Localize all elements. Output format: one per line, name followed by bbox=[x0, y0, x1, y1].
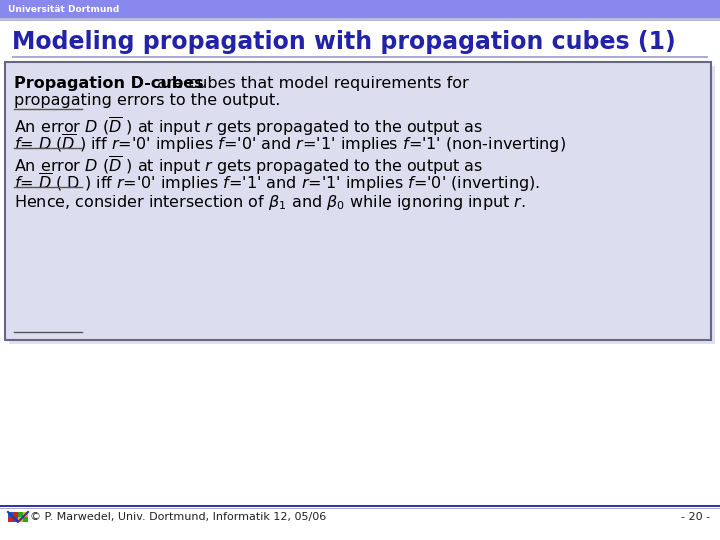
FancyBboxPatch shape bbox=[5, 62, 711, 340]
Bar bbox=[23, 512, 28, 517]
Bar bbox=[0, 508, 720, 509]
Text: Propagation D-cubes: Propagation D-cubes bbox=[14, 76, 204, 91]
Bar bbox=[18, 517, 23, 522]
Bar bbox=[8, 512, 13, 517]
Bar bbox=[0, 0, 720, 18]
Text: © P. Marwedel, Univ. Dortmund, Informatik 12, 05/06: © P. Marwedel, Univ. Dortmund, Informati… bbox=[30, 512, 326, 522]
FancyBboxPatch shape bbox=[9, 66, 715, 344]
Bar bbox=[13, 517, 18, 522]
Bar bbox=[8, 517, 13, 522]
Bar bbox=[0, 18, 720, 21]
Text: Hence, consider intersection of $\beta_1$ and $\beta_0$ while ignoring input $r$: Hence, consider intersection of $\beta_1… bbox=[14, 193, 526, 212]
Text: An error $D$ ($\overline{D}$ ) at input $r$ gets propagated to the output as: An error $D$ ($\overline{D}$ ) at input … bbox=[14, 154, 483, 177]
Bar bbox=[13, 512, 18, 517]
Text: Universität Dortmund: Universität Dortmund bbox=[8, 4, 120, 14]
Text: - 20 -: - 20 - bbox=[681, 512, 710, 522]
Bar bbox=[18, 512, 23, 517]
Bar bbox=[23, 517, 28, 522]
Text: $f$= $D$ ($\overline{D}$ ) iff $r$='0' implies $f$='0' and $r$='1' implies $f$=': $f$= $D$ ($\overline{D}$ ) iff $r$='0' i… bbox=[14, 132, 566, 155]
Bar bbox=[12, 56, 708, 58]
Text: $f$= $\overline{D}$ ( D ) iff $r$='0' implies $f$='1' and $r$='1' implies $f$='0: $f$= $\overline{D}$ ( D ) iff $r$='0' im… bbox=[14, 171, 540, 194]
Bar bbox=[0, 505, 720, 507]
Text: Modeling propagation with propagation cubes (1): Modeling propagation with propagation cu… bbox=[12, 30, 676, 54]
Text: are cubes that model requirements for: are cubes that model requirements for bbox=[152, 76, 469, 91]
Text: An error $D$ ($\overline{D}$ ) at input $r$ gets propagated to the output as: An error $D$ ($\overline{D}$ ) at input … bbox=[14, 115, 483, 138]
Text: propagating errors to the output.: propagating errors to the output. bbox=[14, 93, 280, 108]
